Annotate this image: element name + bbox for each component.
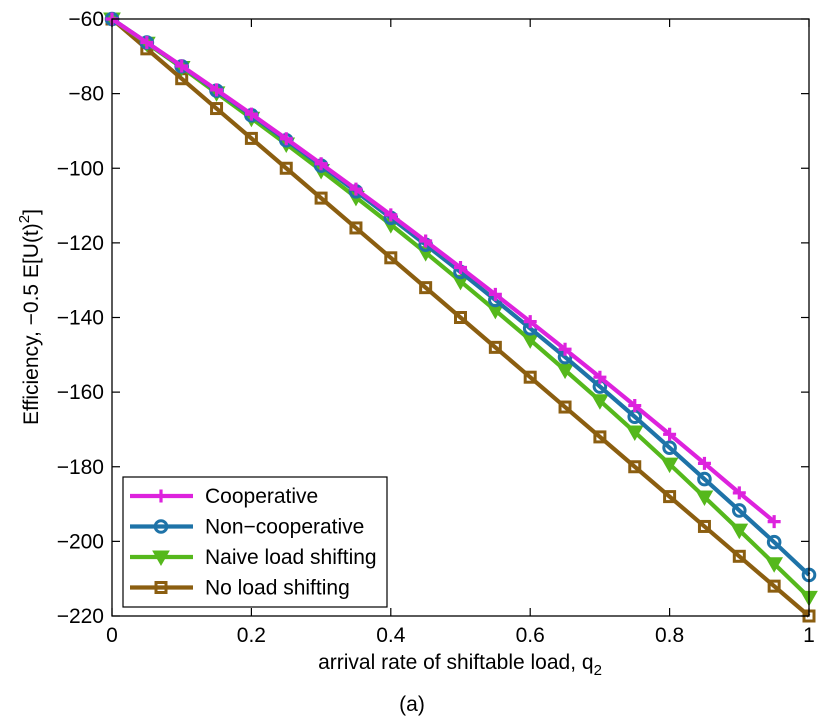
data-point-naive-load-shifting bbox=[765, 557, 784, 573]
data-point-cooperative bbox=[279, 132, 293, 146]
data-point-naive-load-shifting bbox=[451, 274, 470, 291]
series-line-cooperative bbox=[110, 17, 776, 524]
legend-label-naive-load-shifting: Naive load shifting bbox=[205, 546, 377, 569]
data-point-no-load-shifting bbox=[419, 281, 433, 295]
data-point-cooperative bbox=[523, 315, 537, 329]
y-tick-label: −100 bbox=[57, 157, 104, 180]
data-point-no-load-shifting bbox=[384, 251, 398, 265]
data-point-no-load-shifting bbox=[732, 549, 746, 563]
data-point-naive-load-shifting bbox=[730, 523, 749, 540]
series-cooperative bbox=[105, 12, 781, 529]
data-point-naive-load-shifting bbox=[591, 394, 609, 410]
y-tick-label: −80 bbox=[68, 83, 104, 106]
data-point-cooperative bbox=[384, 208, 398, 222]
figure-caption: (a) bbox=[399, 693, 425, 716]
data-point-no-load-shifting bbox=[210, 102, 224, 116]
data-point-cooperative bbox=[419, 234, 433, 248]
legend: Cooperative Non−cooperative Naive load shi… bbox=[122, 476, 388, 608]
y-tick-label: −200 bbox=[57, 530, 104, 553]
y-tick-label: −160 bbox=[57, 381, 104, 404]
data-point-no-load-shifting bbox=[697, 519, 711, 533]
data-point-cooperative bbox=[140, 36, 154, 50]
data-point-cooperative bbox=[314, 157, 328, 171]
data-point-cooperative bbox=[732, 486, 746, 500]
data-point-no-load-shifting bbox=[593, 430, 607, 444]
x-tick-label: 0.8 bbox=[655, 624, 684, 647]
data-point-no-load-shifting bbox=[349, 221, 363, 235]
y-axis-title: Efficiency, −0.5 E[U(t)2] bbox=[16, 209, 43, 425]
data-point-no-load-shifting bbox=[558, 400, 572, 414]
data-point-cooperative bbox=[349, 182, 363, 196]
data-point-naive-load-shifting bbox=[660, 457, 679, 474]
y-tick-label: −140 bbox=[57, 307, 104, 330]
y-tick-label: −180 bbox=[57, 456, 104, 479]
data-point-cooperative bbox=[488, 287, 502, 301]
data-point-naive-load-shifting bbox=[625, 425, 644, 442]
data-point-no-load-shifting bbox=[523, 370, 537, 384]
data-point-non-cooperative bbox=[766, 534, 782, 550]
legend-label-cooperative: Cooperative bbox=[205, 485, 318, 508]
data-point-no-load-shifting bbox=[279, 161, 293, 175]
data-point-non-cooperative bbox=[697, 471, 712, 487]
data-point-no-load-shifting bbox=[314, 191, 328, 205]
x-axis-title: arrival rate of shiftable load, q2 bbox=[318, 651, 602, 679]
series-line-no-load-shifting bbox=[110, 17, 811, 618]
data-point-no-load-shifting bbox=[663, 490, 677, 504]
data-point-cooperative bbox=[593, 370, 607, 384]
legend-marker-naive-load-shifting bbox=[152, 550, 170, 567]
data-point-cooperative bbox=[210, 83, 224, 97]
data-point-non-cooperative bbox=[732, 503, 747, 518]
data-point-no-load-shifting bbox=[244, 131, 258, 145]
data-point-cooperative bbox=[244, 107, 258, 121]
data-point-naive-load-shifting bbox=[695, 490, 714, 506]
legend-label-non-cooperative: Non−cooperative bbox=[205, 516, 364, 539]
x-tick-label: 1 bbox=[803, 624, 815, 647]
data-point-no-load-shifting bbox=[767, 579, 781, 593]
legend-marker-no-load-shifting bbox=[154, 581, 168, 594]
x-tick-label: 0.2 bbox=[237, 624, 266, 647]
legend-marker-non-cooperative bbox=[153, 519, 169, 534]
x-tick-label: 0 bbox=[106, 624, 118, 647]
y-tick-label: −120 bbox=[57, 232, 104, 255]
data-point-no-load-shifting bbox=[488, 340, 502, 354]
x-tick-label: 0.4 bbox=[376, 624, 406, 647]
axes-layer: 0 0.2 0.4 0.6 0.8 1 −60 −80 −100 −120 −140 −160 −180… bbox=[57, 8, 815, 647]
data-point-no-load-shifting bbox=[454, 311, 467, 324]
data-point-cooperative bbox=[628, 399, 642, 413]
data-point-cooperative bbox=[697, 456, 711, 470]
y-tick-label: −60 bbox=[68, 8, 104, 31]
data-point-cooperative bbox=[663, 427, 677, 441]
data-point-cooperative bbox=[454, 261, 467, 275]
legend-marker-cooperative bbox=[154, 489, 168, 503]
data-point-non-cooperative bbox=[662, 440, 677, 456]
y-tick-label: −220 bbox=[57, 605, 104, 628]
data-point-no-load-shifting bbox=[628, 460, 642, 474]
series-layer bbox=[103, 11, 818, 623]
legend-label-no-load-shifting: No load shifting bbox=[205, 577, 350, 600]
data-point-cooperative bbox=[558, 342, 572, 356]
data-point-cooperative bbox=[767, 515, 781, 529]
x-tick-label: 0.6 bbox=[516, 624, 545, 647]
data-point-cooperative bbox=[175, 59, 189, 73]
